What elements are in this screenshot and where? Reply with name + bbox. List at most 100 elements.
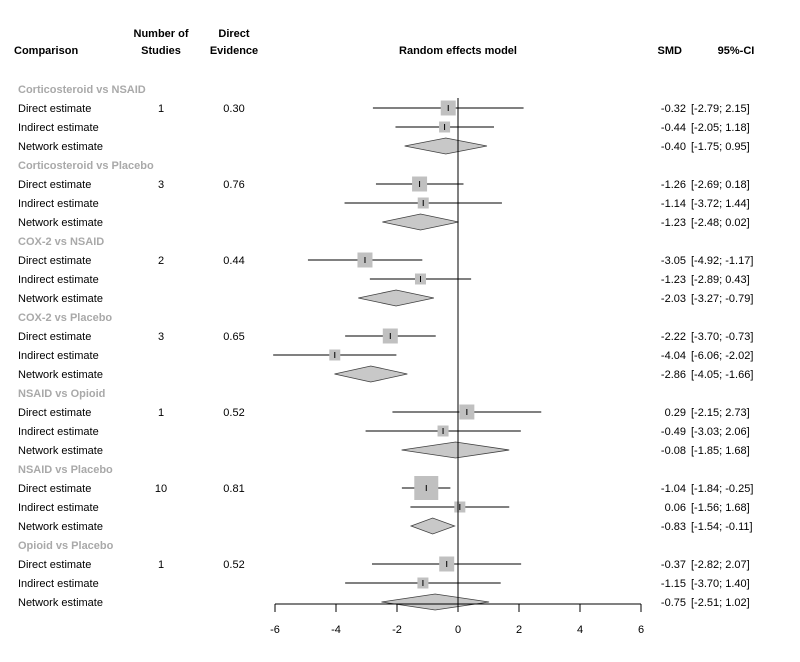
direct-evidence-value: 0.30	[223, 103, 244, 115]
row-label: Direct estimate	[18, 179, 91, 191]
x-tick-label: 2	[516, 624, 522, 636]
header-studies-line1: Number of	[134, 28, 189, 40]
smd-value: -4.04	[661, 350, 686, 362]
row-label: Indirect estimate	[18, 122, 99, 134]
row-label: Direct estimate	[18, 103, 91, 115]
row-label: Direct estimate	[18, 407, 91, 419]
ci-value: [-3.27; -0.79]	[691, 293, 753, 305]
ci-value: [-2.82; 2.07]	[691, 559, 750, 571]
smd-value: -2.03	[661, 293, 686, 305]
smd-value: -0.40	[661, 141, 686, 153]
row-label: Indirect estimate	[18, 274, 99, 286]
smd-value: 0.06	[665, 502, 686, 514]
studies-count: 1	[158, 103, 164, 115]
network-diamond	[358, 289, 434, 307]
smd-value: -2.22	[661, 331, 686, 343]
ci-value: [-1.75; 0.95]	[691, 141, 750, 153]
smd-value: -1.14	[661, 198, 686, 210]
group-title: NSAID vs Opioid	[18, 388, 105, 400]
ci-value: [-2.79; 2.15]	[691, 103, 750, 115]
ci-value: [-2.48; 0.02]	[691, 217, 750, 229]
network-diamond	[404, 137, 488, 155]
direct-evidence-value: 0.52	[223, 559, 244, 571]
smd-value: -1.15	[661, 578, 686, 590]
ci-value: [-3.72; 1.44]	[691, 198, 750, 210]
network-diamond	[334, 365, 408, 383]
header-direct-line2: Evidence	[210, 45, 258, 57]
header-direct-line1: Direct	[218, 28, 250, 40]
x-axis: -6 -4 -2 0 2 4 6	[270, 603, 644, 636]
network-diamond	[381, 593, 490, 611]
group-title: Corticosteroid vs NSAID	[18, 84, 146, 96]
ci-value: [-2.89; 0.43]	[691, 274, 750, 286]
network-diamond	[409, 517, 456, 535]
smd-value: 0.29	[665, 407, 686, 419]
header-model: Random effects model	[399, 45, 517, 57]
smd-value: -1.26	[661, 179, 686, 191]
ci-value: [-1.84; -0.25]	[691, 483, 753, 495]
row-label: Direct estimate	[18, 255, 91, 267]
direct-evidence-value: 0.44	[223, 255, 244, 267]
row-label: Network estimate	[18, 141, 103, 153]
header-smd: SMD	[658, 45, 683, 57]
row-label: Network estimate	[18, 293, 103, 305]
studies-count: 10	[155, 483, 167, 495]
ci-value: [-3.70; -0.73]	[691, 331, 753, 343]
network-diamond	[401, 441, 510, 459]
x-tick-label: 4	[577, 624, 583, 636]
studies-count: 2	[158, 255, 164, 267]
row-label: Network estimate	[18, 217, 103, 229]
row-label: Network estimate	[18, 445, 103, 457]
smd-value: -3.05	[661, 255, 686, 267]
group-title: COX-2 vs Placebo	[18, 312, 112, 324]
smd-value: -0.32	[661, 103, 686, 115]
x-tick-label: -6	[270, 624, 280, 636]
group-title: Corticosteroid vs Placebo	[18, 160, 154, 172]
ci-value: [-2.69; 0.18]	[691, 179, 750, 191]
row-label: Network estimate	[18, 369, 103, 381]
row-label: Indirect estimate	[18, 350, 99, 362]
smd-value: -2.86	[661, 369, 686, 381]
smd-value: -1.23	[661, 274, 686, 286]
direct-evidence-value: 0.81	[223, 483, 244, 495]
ci-value: [-2.15; 2.73]	[691, 407, 750, 419]
direct-evidence-value: 0.65	[223, 331, 244, 343]
row-label: Network estimate	[18, 521, 103, 533]
header-comparison: Comparison	[14, 45, 78, 57]
row-label: Network estimate	[18, 597, 103, 609]
studies-count: 3	[158, 331, 164, 343]
studies-count: 1	[158, 407, 164, 419]
x-tick-label: -2	[392, 624, 402, 636]
direct-evidence-value: 0.76	[223, 179, 244, 191]
ci-value: [-2.05; 1.18]	[691, 122, 750, 134]
ci-value: [-4.05; -1.66]	[691, 369, 753, 381]
group-title: NSAID vs Placebo	[18, 464, 113, 476]
smd-value: -1.04	[661, 483, 686, 495]
ci-value: [-2.51; 1.02]	[691, 597, 750, 609]
ci-value: [-1.85; 1.68]	[691, 445, 750, 457]
row-label: Indirect estimate	[18, 198, 99, 210]
ci-value: [-4.92; -1.17]	[691, 255, 753, 267]
column-headers: Comparison Number of Studies Direct Evid…	[14, 28, 754, 57]
smd-value: -0.44	[661, 122, 686, 134]
header-studies-line2: Studies	[141, 45, 181, 57]
smd-value: -0.49	[661, 426, 686, 438]
network-diamond	[382, 213, 459, 231]
smd-value: -0.75	[661, 597, 686, 609]
row-label: Indirect estimate	[18, 502, 99, 514]
direct-evidence-value: 0.52	[223, 407, 244, 419]
x-tick-label: 6	[638, 624, 644, 636]
studies-count: 3	[158, 179, 164, 191]
group-title: Opioid vs Placebo	[18, 540, 114, 552]
ci-value: [-1.56; 1.68]	[691, 502, 750, 514]
group-title: COX-2 vs NSAID	[18, 236, 104, 248]
smd-value: -1.23	[661, 217, 686, 229]
row-label: Direct estimate	[18, 559, 91, 571]
x-tick-label: -4	[331, 624, 341, 636]
ci-value: [-1.54; -0.11]	[691, 521, 753, 533]
studies-count: 1	[158, 559, 164, 571]
header-ci: 95%-CI	[718, 45, 755, 57]
row-label: Direct estimate	[18, 331, 91, 343]
row-label: Indirect estimate	[18, 578, 99, 590]
